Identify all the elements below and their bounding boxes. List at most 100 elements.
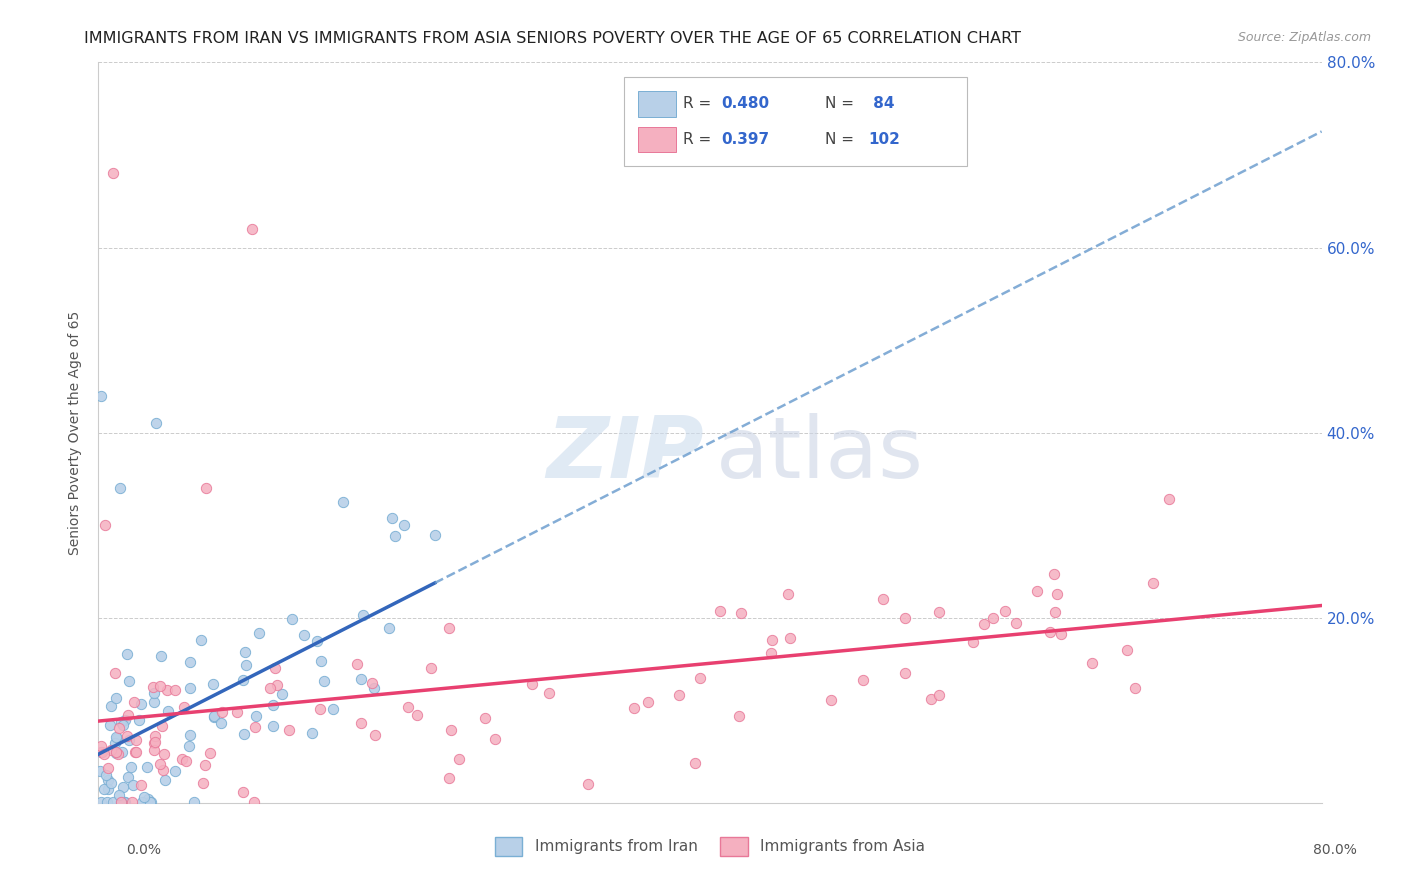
Point [449, 752, 471, 766]
Point [90, 745, 112, 759]
Point [1142, 575, 1164, 590]
Point [122, 778, 145, 792]
Point [143, 686, 166, 700]
Point [142, 736, 165, 750]
Point [309, 654, 332, 668]
Point [101, 166, 124, 180]
Point [1123, 681, 1146, 695]
Point [1116, 643, 1139, 657]
Point [117, 708, 139, 723]
Point [112, 795, 135, 809]
Point [105, 731, 128, 746]
Point [94, 768, 117, 782]
Text: N =: N = [825, 96, 859, 112]
Point [727, 708, 749, 723]
Point [104, 665, 127, 680]
Point [292, 628, 315, 642]
Point [191, 776, 214, 790]
Point [131, 795, 153, 809]
Point [156, 683, 179, 698]
Point [163, 764, 186, 778]
Point [637, 695, 659, 709]
Point [363, 681, 385, 696]
Point [689, 671, 711, 685]
Point [419, 661, 441, 675]
Point [97, 773, 120, 788]
Point [93, 747, 115, 762]
Point [110, 481, 132, 495]
Point [202, 710, 225, 724]
Point [277, 723, 299, 737]
Point [118, 732, 141, 747]
Point [894, 611, 917, 625]
Point [100, 699, 122, 714]
Point [114, 795, 136, 809]
Point [139, 795, 162, 809]
Point [152, 747, 174, 761]
Point [143, 730, 166, 744]
Point [243, 795, 266, 809]
Point [96, 795, 118, 809]
Point [143, 695, 166, 709]
Point [128, 713, 150, 727]
Point [852, 673, 875, 688]
Point [179, 728, 201, 742]
Point [820, 693, 842, 707]
Point [110, 714, 132, 729]
Point [240, 222, 263, 236]
Point [233, 727, 256, 741]
Point [346, 657, 368, 671]
Legend: Immigrants from Iran, Immigrants from Asia: Immigrants from Iran, Immigrants from As… [489, 831, 931, 862]
Point [91, 745, 114, 759]
Text: R =: R = [683, 96, 717, 112]
Point [406, 707, 429, 722]
Point [124, 745, 146, 759]
Point [110, 795, 132, 809]
Point [121, 795, 143, 809]
Point [149, 757, 172, 772]
Point [177, 739, 200, 754]
Point [111, 717, 134, 731]
Point [117, 770, 139, 784]
Point [202, 676, 225, 690]
Point [709, 604, 731, 618]
Point [145, 417, 167, 431]
Point [232, 673, 254, 688]
Point [301, 725, 323, 739]
Point [118, 673, 141, 688]
Point [928, 688, 950, 702]
Point [264, 661, 287, 675]
Point [132, 789, 155, 804]
Point [668, 688, 690, 702]
Point [259, 681, 281, 695]
Point [90, 388, 112, 402]
Point [107, 788, 129, 802]
Y-axis label: Seniors Poverty Over the Age of 65: Seniors Poverty Over the Age of 65 [69, 310, 83, 555]
Point [90, 795, 112, 809]
Text: 102: 102 [869, 132, 900, 147]
Point [202, 709, 225, 723]
Point [439, 723, 461, 737]
Point [156, 704, 179, 718]
Point [108, 721, 131, 735]
Text: 0.0%: 0.0% [127, 843, 162, 857]
Point [730, 607, 752, 621]
Point [111, 745, 134, 759]
Point [112, 780, 135, 794]
Point [179, 681, 201, 695]
Point [142, 743, 165, 757]
Text: atlas: atlas [716, 413, 924, 496]
Point [110, 795, 132, 809]
Point [396, 700, 419, 714]
FancyBboxPatch shape [638, 91, 676, 117]
Point [114, 713, 136, 727]
Point [1050, 626, 1073, 640]
Point [245, 708, 267, 723]
Point [209, 716, 232, 731]
Point [153, 773, 176, 788]
Point [94, 518, 117, 533]
Point [163, 683, 186, 698]
Point [115, 647, 138, 661]
Point [89, 764, 111, 778]
Point [761, 632, 783, 647]
